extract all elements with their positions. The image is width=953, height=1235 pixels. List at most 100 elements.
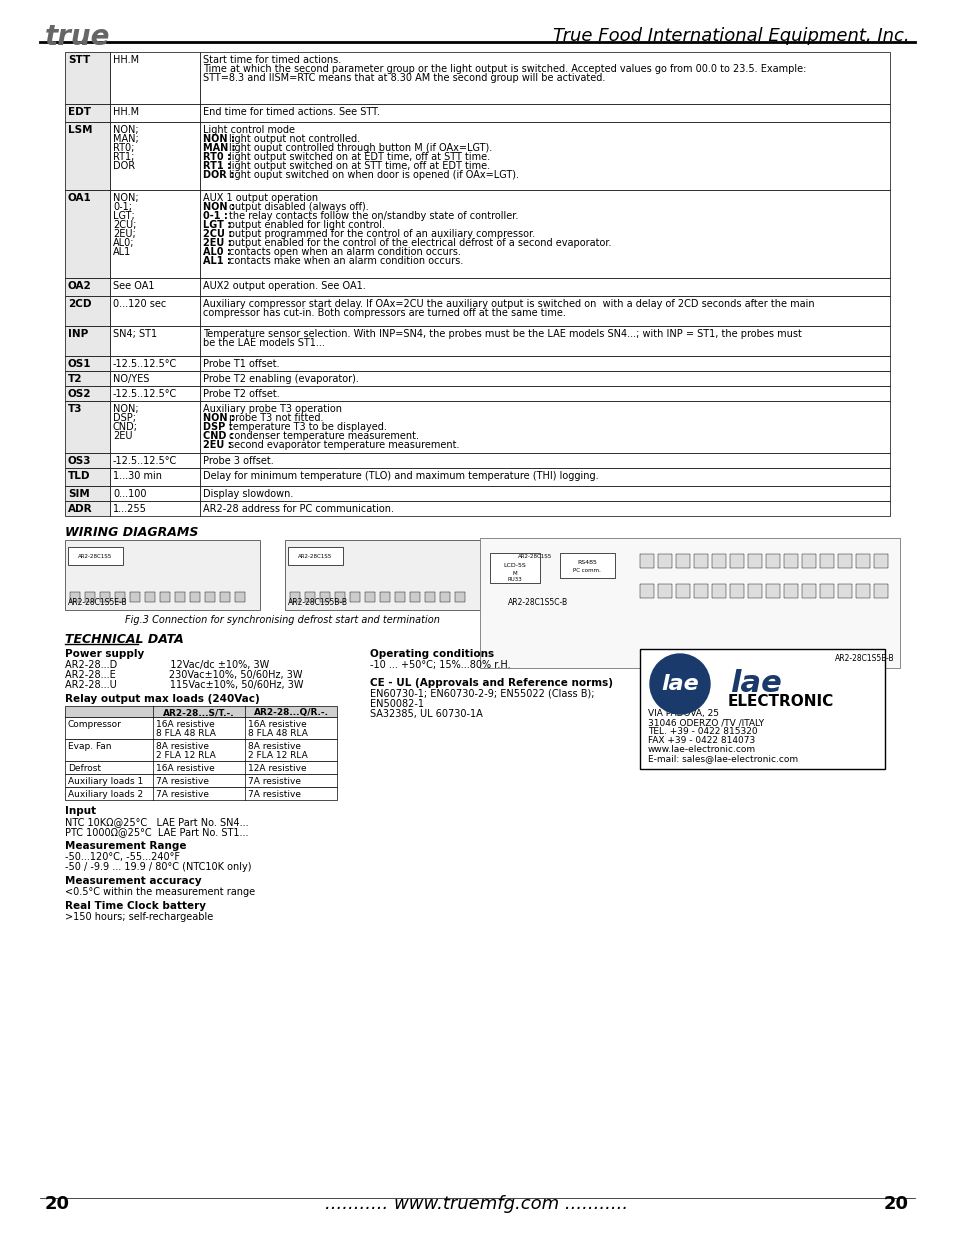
Text: -12.5..12.5°C: -12.5..12.5°C [112,456,177,466]
Text: the relay contacts follow the on/standby state of controller.: the relay contacts follow the on/standby… [230,211,518,221]
Bar [639,650,884,769]
Bar [524,592,535,601]
Text: 0-1 :: 0-1 : [203,211,228,221]
Text: STT: STT [68,56,91,65]
Text: >150 hours; self-rechargeable: >150 hours; self-rechargeable [65,911,213,923]
Text: OS2: OS2 [68,389,91,399]
Bar [584,592,595,601]
Text: Compressor: Compressor [68,720,122,729]
Bar [837,555,851,568]
Text: 2EU;: 2EU; [112,228,135,240]
Text: light output switched on at EDT time, off at STT time.: light output switched on at EDT time, of… [230,152,490,162]
Bar [455,592,464,601]
Bar [379,592,390,601]
Bar [65,739,336,761]
Bar [820,555,833,568]
Bar [110,401,200,453]
Bar [285,540,479,610]
Text: contacts make when an alarm condition occurs.: contacts make when an alarm condition oc… [230,256,463,266]
Text: -50...120°C, -55...240°F: -50...120°C, -55...240°F [65,852,180,862]
Text: DOR :: DOR : [203,170,233,180]
Bar [729,584,743,598]
Text: 0-1;: 0-1; [112,203,132,212]
Text: DSP :: DSP : [203,422,233,432]
Bar [110,356,200,370]
Bar [65,190,110,278]
Text: 20: 20 [45,1195,70,1213]
Text: compressor has cut-in. Both compressors are turned off at the same time.: compressor has cut-in. Both compressors … [203,308,565,317]
Text: VIA PADOVA, 25: VIA PADOVA, 25 [647,709,719,718]
Bar [234,592,245,601]
Bar [510,592,519,601]
Text: HH.M: HH.M [112,107,139,117]
Circle shape [649,655,709,714]
Text: CND;: CND; [112,422,138,432]
Bar [200,190,889,278]
Bar [599,592,609,601]
Bar [765,584,780,598]
Text: -10 ... +50°C; 15%...80% r.H.: -10 ... +50°C; 15%...80% r.H. [370,659,510,671]
Text: NTC 10KΩ@25°C   LAE Part No. SN4...: NTC 10KΩ@25°C LAE Part No. SN4... [65,818,249,827]
Bar [205,592,214,601]
Text: LGT;: LGT; [112,211,134,221]
Text: Auxiliary loads 2: Auxiliary loads 2 [68,790,143,799]
Text: Light control mode: Light control mode [203,125,294,135]
Bar [200,370,889,387]
Text: true: true [45,23,111,51]
Bar [200,122,889,190]
Bar [65,487,110,501]
Text: -50 / -9.9 ... 19.9 / 80°C (NTC10K only): -50 / -9.9 ... 19.9 / 80°C (NTC10K only) [65,862,252,872]
Bar [145,592,154,601]
Text: output disabled (always off).: output disabled (always off). [230,203,369,212]
Text: EN60730-1; EN60730-2-9; EN55022 (Class B);: EN60730-1; EN60730-2-9; EN55022 (Class B… [370,689,594,699]
Text: NON :: NON : [203,412,234,424]
Text: CE - UL (Approvals and Reference norms): CE - UL (Approvals and Reference norms) [370,678,613,688]
Bar [290,592,299,601]
Text: AR2-28C1S5: AR2-28C1S5 [78,553,112,558]
Bar [820,584,833,598]
Bar [200,453,889,468]
Text: HH.M: HH.M [112,56,139,65]
Bar [200,296,889,326]
Bar [615,592,624,601]
Text: E-mail: sales@lae-electronic.com: E-mail: sales@lae-electronic.com [647,755,798,763]
Bar [639,555,654,568]
Bar [658,555,671,568]
Text: STT=8.3 and IISM=RTC means that at 8.30 AM the second group will be activated.: STT=8.3 and IISM=RTC means that at 8.30 … [203,73,605,83]
Bar [110,104,200,122]
Text: NON :: NON : [203,203,234,212]
Text: 0...100: 0...100 [112,489,147,499]
Bar [65,52,110,104]
Text: 2 FLA 12 RLA: 2 FLA 12 RLA [248,751,308,760]
Text: 2CD: 2CD [68,299,91,309]
Text: 1...30 min: 1...30 min [112,471,162,480]
Bar [65,718,336,739]
Text: 16A resistive: 16A resistive [156,720,214,729]
Text: Measurement accuracy: Measurement accuracy [65,876,201,885]
Bar [200,52,889,104]
Text: MAN;: MAN; [112,135,138,144]
Text: 2 FLA 12 RLA: 2 FLA 12 RLA [156,751,215,760]
Text: contacts open when an alarm condition occurs.: contacts open when an alarm condition oc… [230,247,461,257]
Text: Temperature sensor selection. With INP=SN4, the probes must be the LAE models SN: Temperature sensor selection. With INP=S… [203,329,801,338]
Bar [658,584,671,598]
Text: SA32385, UL 60730-1A: SA32385, UL 60730-1A [370,709,482,719]
Text: Auxiliary probe T3 operation: Auxiliary probe T3 operation [203,404,341,414]
Text: OA2: OA2 [68,282,91,291]
Text: www.lae-electronic.com: www.lae-electronic.com [647,745,756,755]
Text: NO/YES: NO/YES [112,374,150,384]
Text: AUX2 output operation. See OA1.: AUX2 output operation. See OA1. [203,282,365,291]
Text: 1...255: 1...255 [112,504,147,514]
Bar [711,584,725,598]
Text: Evap. Fan: Evap. Fan [68,742,112,751]
Text: LSM: LSM [68,125,92,135]
Bar [65,401,110,453]
Bar [693,584,707,598]
Text: Input: Input [65,806,96,816]
Text: Power supply: Power supply [65,650,144,659]
Text: RT0 :: RT0 : [203,152,231,162]
Text: AR2-28C1S5E-B: AR2-28C1S5E-B [835,655,894,663]
Text: LGT :: LGT : [203,220,231,230]
Text: AR2-28...S/T.-.: AR2-28...S/T.-. [163,708,234,718]
Bar [350,592,359,601]
